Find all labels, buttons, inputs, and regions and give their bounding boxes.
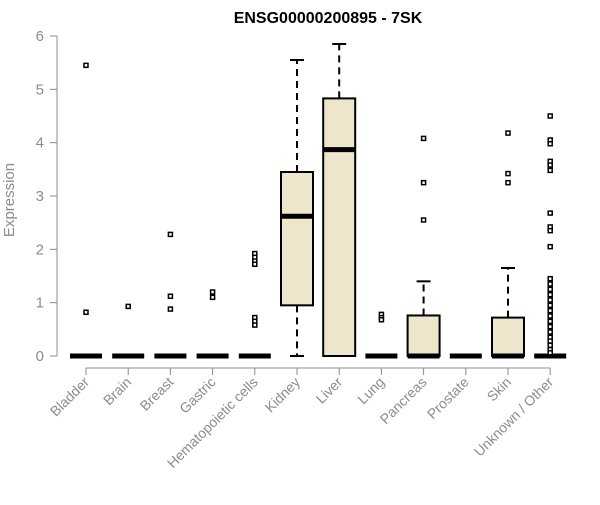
- y-tick-label: 4: [36, 135, 44, 152]
- box-liver: [322, 43, 357, 358]
- box-iqr: [406, 314, 441, 358]
- x-tick-label: Pancreas: [377, 374, 430, 427]
- outlier-point: [547, 291, 553, 298]
- outlier-point: [420, 217, 427, 223]
- x-tick-label: Bladder: [47, 374, 93, 420]
- outlier-point: [505, 170, 511, 177]
- outlier-point: [252, 261, 258, 268]
- outlier-point: [547, 167, 553, 174]
- outlier-point: [547, 210, 553, 216]
- outlier-point: [547, 329, 553, 335]
- outlier-point: [547, 227, 553, 234]
- outlier-point: [252, 322, 258, 328]
- y-axis-label: Expression: [1, 163, 18, 237]
- y-tick-label: 1: [36, 295, 44, 312]
- box-pancreas: [406, 135, 441, 359]
- outlier-point: [547, 162, 553, 168]
- outlier-point: [125, 303, 131, 310]
- outlier-point: [83, 62, 89, 69]
- outlier-point: [547, 323, 553, 330]
- y-axis: 0 1 2 3 4 5 6: [36, 28, 58, 365]
- outlier-point: [547, 342, 553, 349]
- box-skin: [491, 130, 525, 359]
- outlier-point: [547, 286, 553, 293]
- box-iqr: [322, 97, 357, 358]
- outlier-point: [209, 289, 216, 295]
- box-breast: [154, 231, 187, 359]
- y-tick-label: 3: [36, 188, 44, 205]
- outlier-point: [547, 313, 553, 319]
- box-iqr: [280, 171, 314, 307]
- outlier-point: [83, 309, 89, 316]
- x-tick-label: Prostate: [424, 374, 472, 422]
- outlier-point: [547, 113, 553, 119]
- box-hematopoietic-cells: [238, 250, 271, 359]
- x-tick-label: Breast: [137, 374, 177, 414]
- outlier-point: [547, 281, 553, 287]
- outlier-point: [420, 179, 427, 186]
- outlier-point: [167, 306, 174, 312]
- outlier-point: [547, 350, 553, 356]
- outlier-point: [505, 179, 511, 186]
- outlier-point: [547, 307, 553, 314]
- x-tick-label: Lung: [354, 374, 387, 407]
- chart-title: ENSG00000200895 - 7SK: [234, 10, 423, 27]
- box-lung: [365, 311, 398, 359]
- outlier-point: [547, 338, 553, 344]
- box-gastric: [196, 289, 229, 359]
- outlier-point: [167, 231, 174, 238]
- x-tick-label: Skin: [484, 374, 515, 405]
- y-tick-label: 0: [36, 348, 44, 365]
- outlier-point: [547, 297, 553, 303]
- outlier-point: [209, 294, 216, 301]
- x-tick-label: Kidney: [262, 374, 304, 416]
- outlier-point: [547, 275, 553, 282]
- x-tick-label: Liver: [313, 374, 346, 407]
- outlier-point: [547, 140, 553, 147]
- outlier-point: [547, 302, 553, 309]
- outlier-point: [420, 135, 427, 142]
- box-iqr: [491, 316, 525, 358]
- outlier-point: [547, 243, 553, 250]
- y-tick-label: 2: [36, 241, 44, 258]
- y-tick-label: 5: [36, 81, 44, 98]
- x-tick-label: Unknown / Other: [471, 374, 557, 460]
- box-series: [70, 43, 567, 359]
- box-kidney: [280, 59, 314, 357]
- box-bladder: [70, 62, 102, 359]
- outlier-point: [167, 293, 174, 300]
- outlier-point: [378, 316, 385, 323]
- outlier-point: [505, 130, 511, 136]
- x-tick-label: Brain: [100, 374, 134, 408]
- y-tick-label: 6: [36, 28, 44, 45]
- box-brain: [112, 303, 145, 359]
- outlier-point: [547, 318, 553, 325]
- box-unknown-other: [534, 113, 567, 359]
